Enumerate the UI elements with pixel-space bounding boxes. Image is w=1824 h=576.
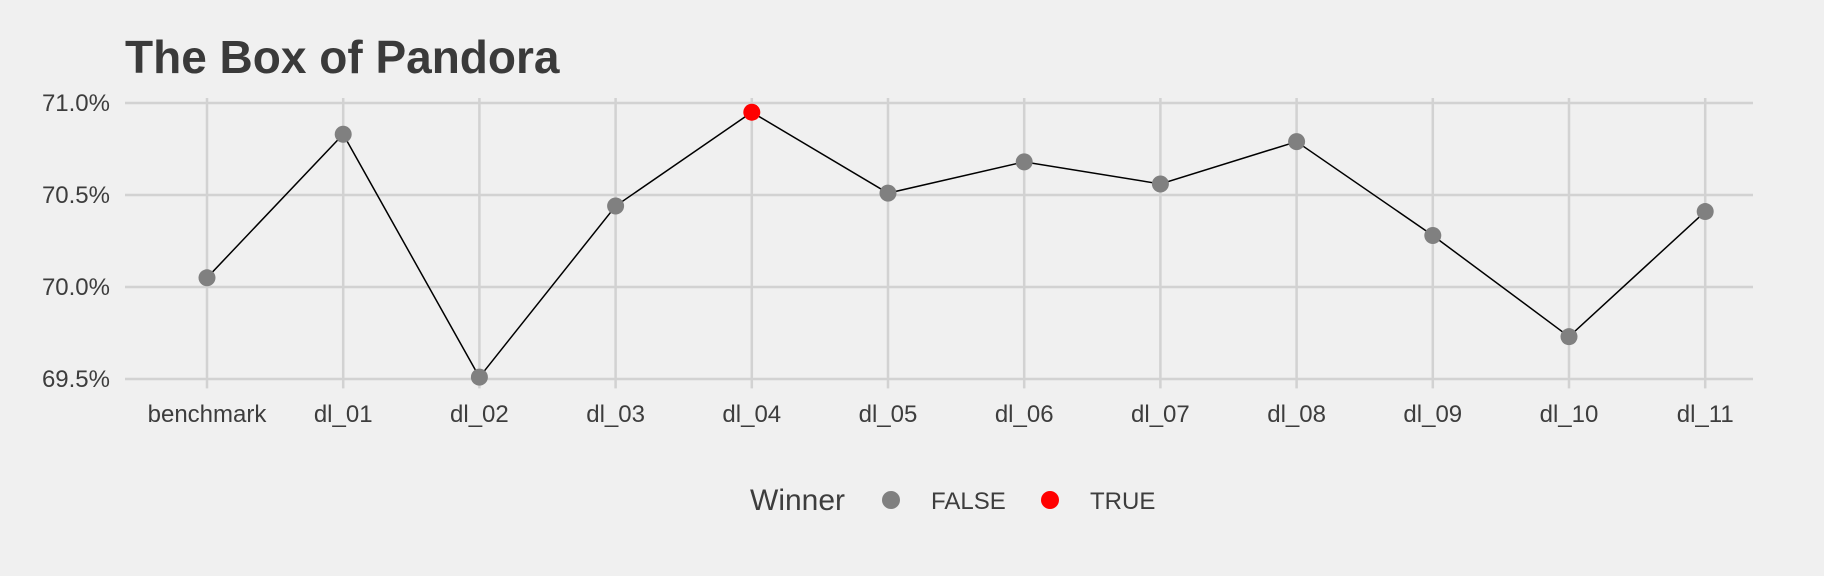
data-point <box>470 368 488 386</box>
grid <box>125 98 1753 389</box>
x-tick-label: dl_07 <box>1131 401 1190 428</box>
x-tick-label: dl_03 <box>586 401 645 428</box>
x-tick-label: dl_02 <box>450 401 509 428</box>
x-tick-label: benchmark <box>148 401 268 428</box>
x-tick-label: dl_08 <box>1267 401 1326 428</box>
y-tick-label: 71.0% <box>42 90 110 117</box>
data-point <box>1015 153 1033 171</box>
series-line <box>206 111 1706 379</box>
legend: Winner FALSE TRUE <box>750 484 1155 517</box>
data-point <box>1151 175 1169 193</box>
data-point <box>1424 226 1442 244</box>
legend-label-true: TRUE <box>1090 488 1155 515</box>
x-tick-label: dl_11 <box>1677 401 1734 428</box>
data-point <box>198 269 216 287</box>
y-tick-label: 70.0% <box>42 274 110 301</box>
data-point <box>334 125 352 143</box>
data-point-winner <box>743 103 761 121</box>
x-tick-label: dl_04 <box>722 401 781 428</box>
x-tick-label: dl_01 <box>314 401 373 428</box>
y-tick-label: 69.5% <box>42 366 110 393</box>
legend-key-false <box>882 491 900 509</box>
data-point <box>1560 328 1578 346</box>
data-point <box>1288 133 1306 151</box>
legend-label-false: FALSE <box>931 488 1006 515</box>
data-point <box>1696 203 1714 221</box>
x-tick-label: dl_09 <box>1403 401 1462 428</box>
legend-title: Winner <box>750 484 845 517</box>
legend-key-true <box>1041 491 1059 509</box>
x-tick-label: dl_05 <box>859 401 918 428</box>
y-tick-label: 70.5% <box>42 182 110 209</box>
x-axis-tick-labels: benchmark dl_01 dl_02 dl_03 dl_04 dl_05 dl_06 d… <box>148 401 1734 428</box>
x-tick-label: dl_06 <box>995 401 1054 428</box>
y-axis-tick-labels: 69.5% 70.0% 70.5% 71.0% <box>42 90 110 393</box>
data-point <box>607 197 625 215</box>
x-tick-label: dl_10 <box>1540 401 1599 428</box>
chart-title: The Box of Pandora <box>125 31 560 83</box>
series <box>198 103 1714 386</box>
data-point <box>879 184 897 202</box>
